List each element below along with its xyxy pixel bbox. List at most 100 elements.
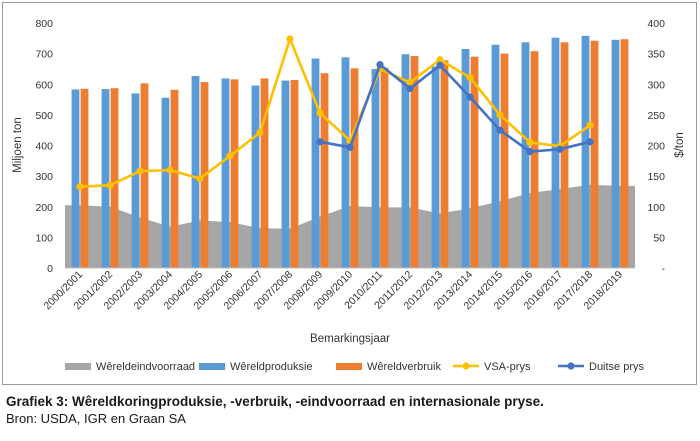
legend-swatch xyxy=(65,363,91,370)
line-point xyxy=(466,73,474,82)
y2-tick-label: - xyxy=(662,263,666,275)
bar xyxy=(80,88,89,268)
legend-label: Duitse prys xyxy=(589,361,645,373)
bar xyxy=(470,56,479,268)
bar xyxy=(311,58,320,268)
bar xyxy=(551,37,560,269)
line-point xyxy=(466,93,474,101)
line-point xyxy=(496,111,504,119)
y2-tick-label: 350 xyxy=(647,49,665,61)
legend-swatch xyxy=(336,363,362,370)
y2-tick-label: 50 xyxy=(653,232,665,244)
legend-label: Wêreldeindvoorraad xyxy=(96,361,195,373)
bar xyxy=(581,35,590,268)
y-tick-label: 700 xyxy=(35,49,53,61)
line-point xyxy=(316,138,324,146)
bar xyxy=(461,49,470,268)
bar xyxy=(431,66,440,268)
bar xyxy=(590,40,599,269)
x-axis-title: Bemarkingsjaar xyxy=(310,333,390,345)
line-point xyxy=(496,126,504,134)
y-tick-label: 500 xyxy=(35,110,53,122)
bar xyxy=(221,78,230,269)
caption-title: Grafiek 3: Wêreldkoringproduksie, -verbr… xyxy=(6,394,544,409)
y-tick-label: 600 xyxy=(35,79,53,91)
legend-marker xyxy=(567,362,575,370)
legend-label: Wêreldproduksie xyxy=(230,361,313,373)
chart-svg: 0 100 200 300 400 500 600 700 800 - 50 100 150 200 250… xyxy=(12,18,686,373)
line-point xyxy=(166,166,174,174)
y2-tick-label: 150 xyxy=(647,171,665,183)
y-tick-label: 800 xyxy=(35,18,53,30)
bar xyxy=(290,79,299,269)
bar xyxy=(560,42,569,268)
caption: Grafiek 3: Wêreldkoringproduksie, -verbr… xyxy=(6,393,696,427)
bar xyxy=(440,60,449,268)
bar xyxy=(380,67,389,269)
y2-tick-label: 400 xyxy=(647,18,665,30)
y-tick-label: 200 xyxy=(35,202,53,214)
bar xyxy=(251,85,260,268)
bar xyxy=(320,73,329,268)
line-point xyxy=(586,138,594,146)
line-series xyxy=(79,37,591,188)
y-tick-label: 0 xyxy=(47,263,53,275)
bar xyxy=(491,44,500,268)
y2-tick-label: 250 xyxy=(647,110,665,122)
y-tick-label: 100 xyxy=(35,232,53,244)
chart-frame: 0 100 200 300 400 500 600 700 800 - 50 100 150 200 250… xyxy=(2,2,697,385)
bar xyxy=(110,88,119,268)
line-point xyxy=(556,145,564,153)
line-point xyxy=(526,148,534,156)
bar xyxy=(140,83,149,268)
line-point xyxy=(76,182,84,191)
y2-tick-label: 300 xyxy=(647,79,665,91)
bar xyxy=(410,56,419,268)
line-point xyxy=(196,174,204,183)
bar xyxy=(101,89,110,269)
legend-swatch xyxy=(199,363,225,370)
y-axis-title: Miljoen ton xyxy=(12,117,24,173)
bar xyxy=(161,97,170,268)
bar xyxy=(350,68,359,268)
bar xyxy=(71,89,80,269)
line-point xyxy=(106,181,114,189)
area-series-wêreldeindvoorraad xyxy=(65,184,635,268)
legend-marker xyxy=(462,362,470,370)
line-point xyxy=(406,84,414,93)
y2-tick-label: 100 xyxy=(647,202,665,214)
bar xyxy=(401,54,410,268)
line-point xyxy=(376,61,384,69)
bar xyxy=(341,57,350,268)
line-point xyxy=(346,143,354,151)
caption-source: Bron: USDA, IGR en Graan SA xyxy=(6,411,186,426)
bar xyxy=(611,39,620,269)
y2-axis-title: $/ton xyxy=(674,132,686,158)
y-tick-label: 400 xyxy=(35,141,53,153)
line-point xyxy=(526,138,534,147)
bar xyxy=(530,51,539,269)
line-point xyxy=(226,152,234,160)
bar xyxy=(191,75,200,268)
line-series xyxy=(319,63,591,153)
bar xyxy=(131,93,140,268)
legend-label: Wêreldverbruik xyxy=(367,361,441,373)
bar xyxy=(500,53,509,269)
bar xyxy=(260,78,269,269)
bar xyxy=(620,39,629,269)
legend-label: VSA-prys xyxy=(484,361,531,373)
line-point xyxy=(316,109,324,117)
line-point xyxy=(136,167,144,175)
bar xyxy=(521,42,530,268)
bar xyxy=(371,68,380,268)
line-point xyxy=(406,78,414,87)
y2-tick-label: 200 xyxy=(647,141,665,153)
line-point xyxy=(256,129,264,137)
line-point xyxy=(436,61,444,69)
line-point xyxy=(436,56,444,64)
line-point xyxy=(286,35,294,43)
bar xyxy=(170,89,179,268)
line-point xyxy=(586,121,594,129)
bar xyxy=(230,79,239,268)
bar xyxy=(281,80,290,268)
